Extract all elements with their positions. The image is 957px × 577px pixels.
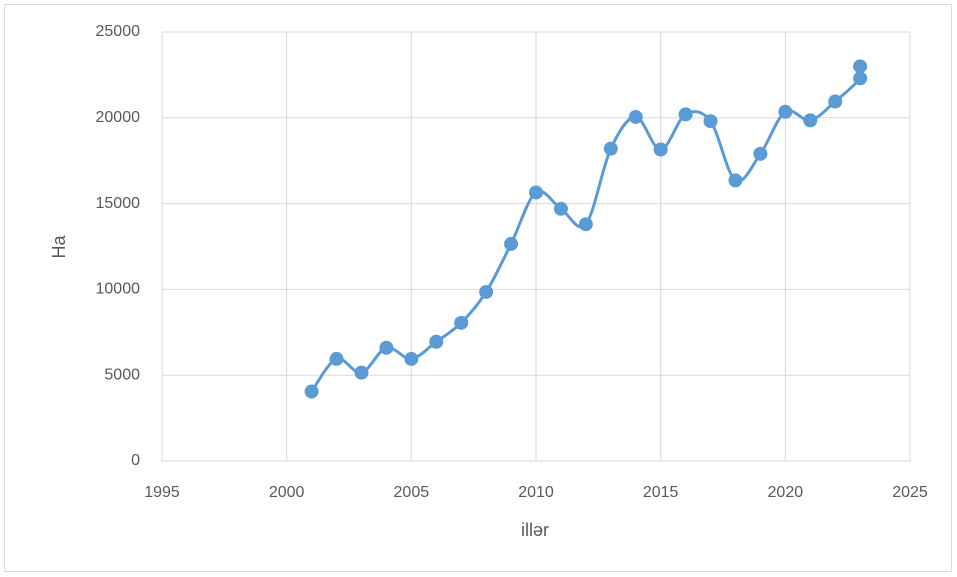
y-tick-label: 0 xyxy=(131,452,140,469)
y-tick-label: 20000 xyxy=(96,109,141,126)
data-point xyxy=(828,94,843,109)
data-point xyxy=(354,365,369,380)
data-point xyxy=(479,284,494,299)
x-tick-label: 2025 xyxy=(892,484,928,501)
data-point xyxy=(778,104,793,119)
data-point xyxy=(753,146,768,161)
data-point xyxy=(603,141,618,156)
data-point xyxy=(379,340,394,355)
x-tick-label: 2020 xyxy=(768,484,804,501)
data-point xyxy=(454,315,469,330)
data-point xyxy=(853,59,868,74)
data-point xyxy=(653,142,668,157)
y-tick-label: 10000 xyxy=(96,281,141,298)
x-tick-label: 2015 xyxy=(643,484,679,501)
data-point xyxy=(404,351,419,366)
y-tick-label: 25000 xyxy=(96,23,141,40)
data-point xyxy=(703,114,718,129)
data-point xyxy=(803,113,818,128)
data-point xyxy=(853,71,868,86)
x-tick-label: 2005 xyxy=(394,484,430,501)
data-point xyxy=(728,173,743,188)
data-point xyxy=(578,217,593,232)
y-tick-label: 5000 xyxy=(104,366,140,383)
data-point xyxy=(329,351,344,366)
data-point xyxy=(678,107,693,122)
y-tick-label: 15000 xyxy=(96,195,141,212)
x-tick-label: 1995 xyxy=(144,484,180,501)
data-point xyxy=(553,201,568,216)
data-point xyxy=(429,334,444,349)
y-axis-label: Ha xyxy=(49,235,69,259)
x-tick-label: 2000 xyxy=(269,484,305,501)
data-point xyxy=(504,236,519,251)
data-point xyxy=(628,109,643,124)
data-point xyxy=(304,384,319,399)
x-tick-label: 2010 xyxy=(518,484,554,501)
x-axis-label: illər xyxy=(521,520,549,540)
data-point xyxy=(529,185,543,200)
